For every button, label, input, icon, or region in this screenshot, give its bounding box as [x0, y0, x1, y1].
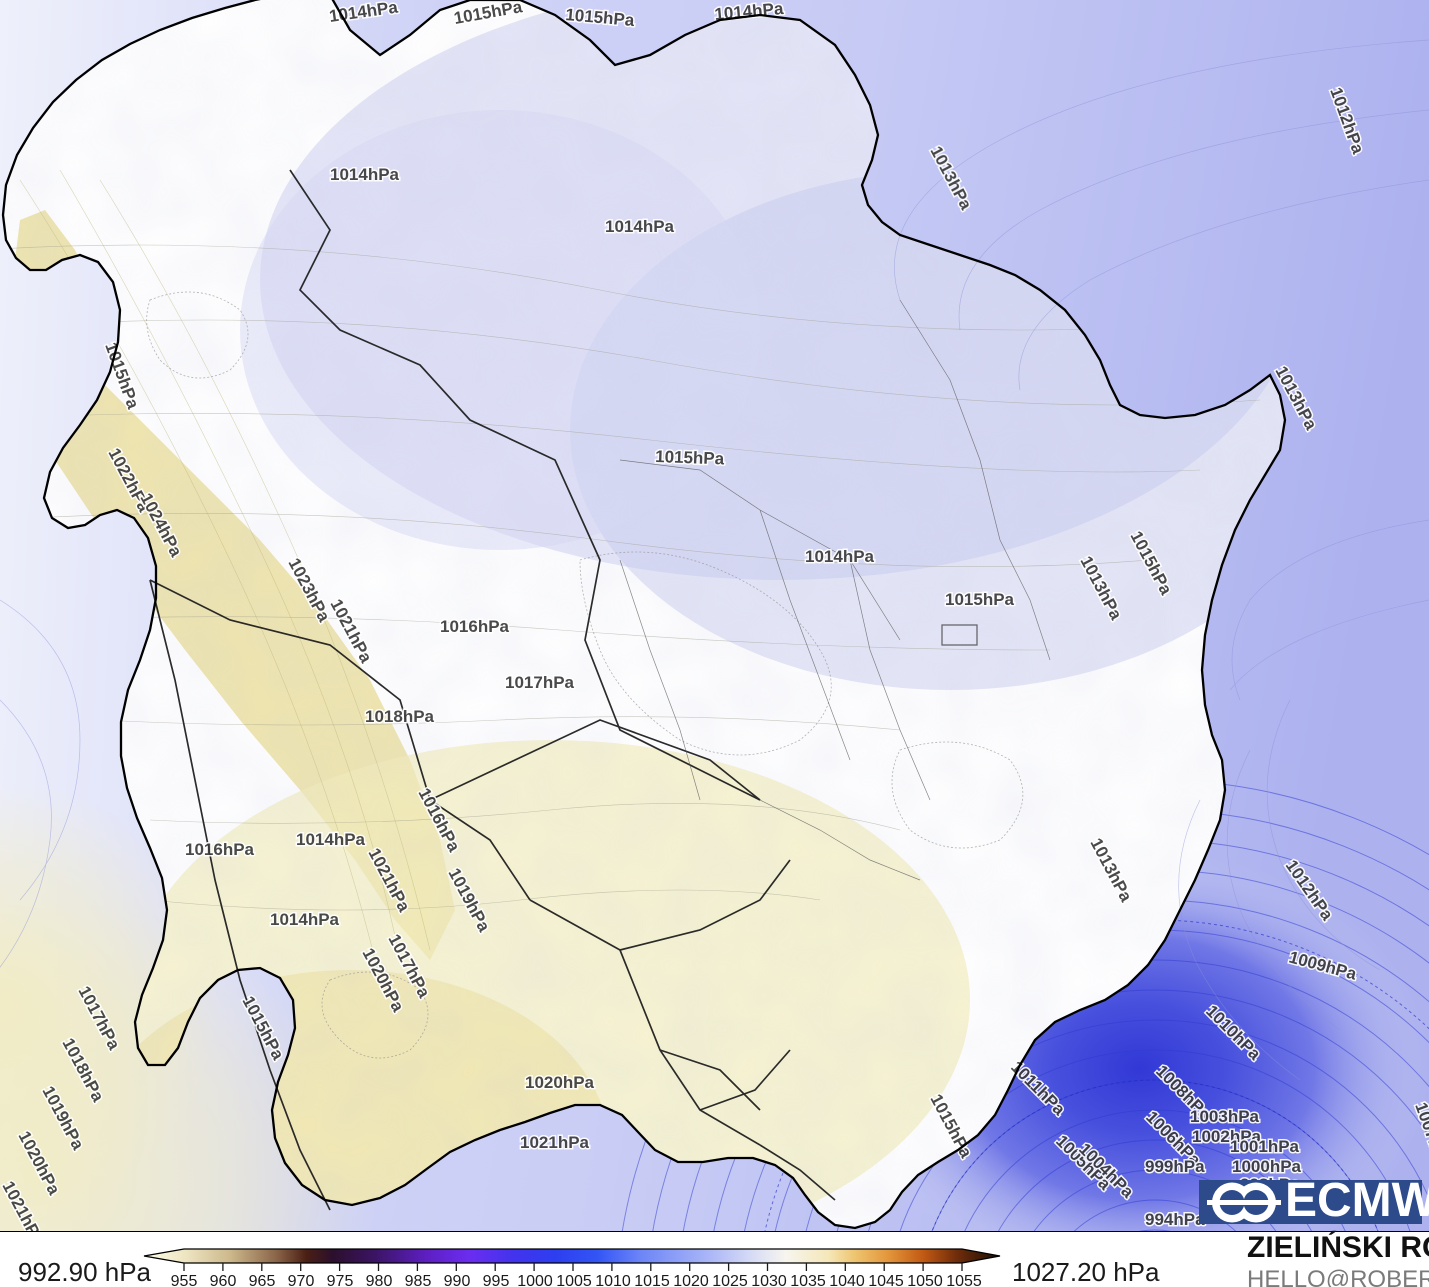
- svg-text:ECMWF: ECMWF: [1285, 1174, 1429, 1227]
